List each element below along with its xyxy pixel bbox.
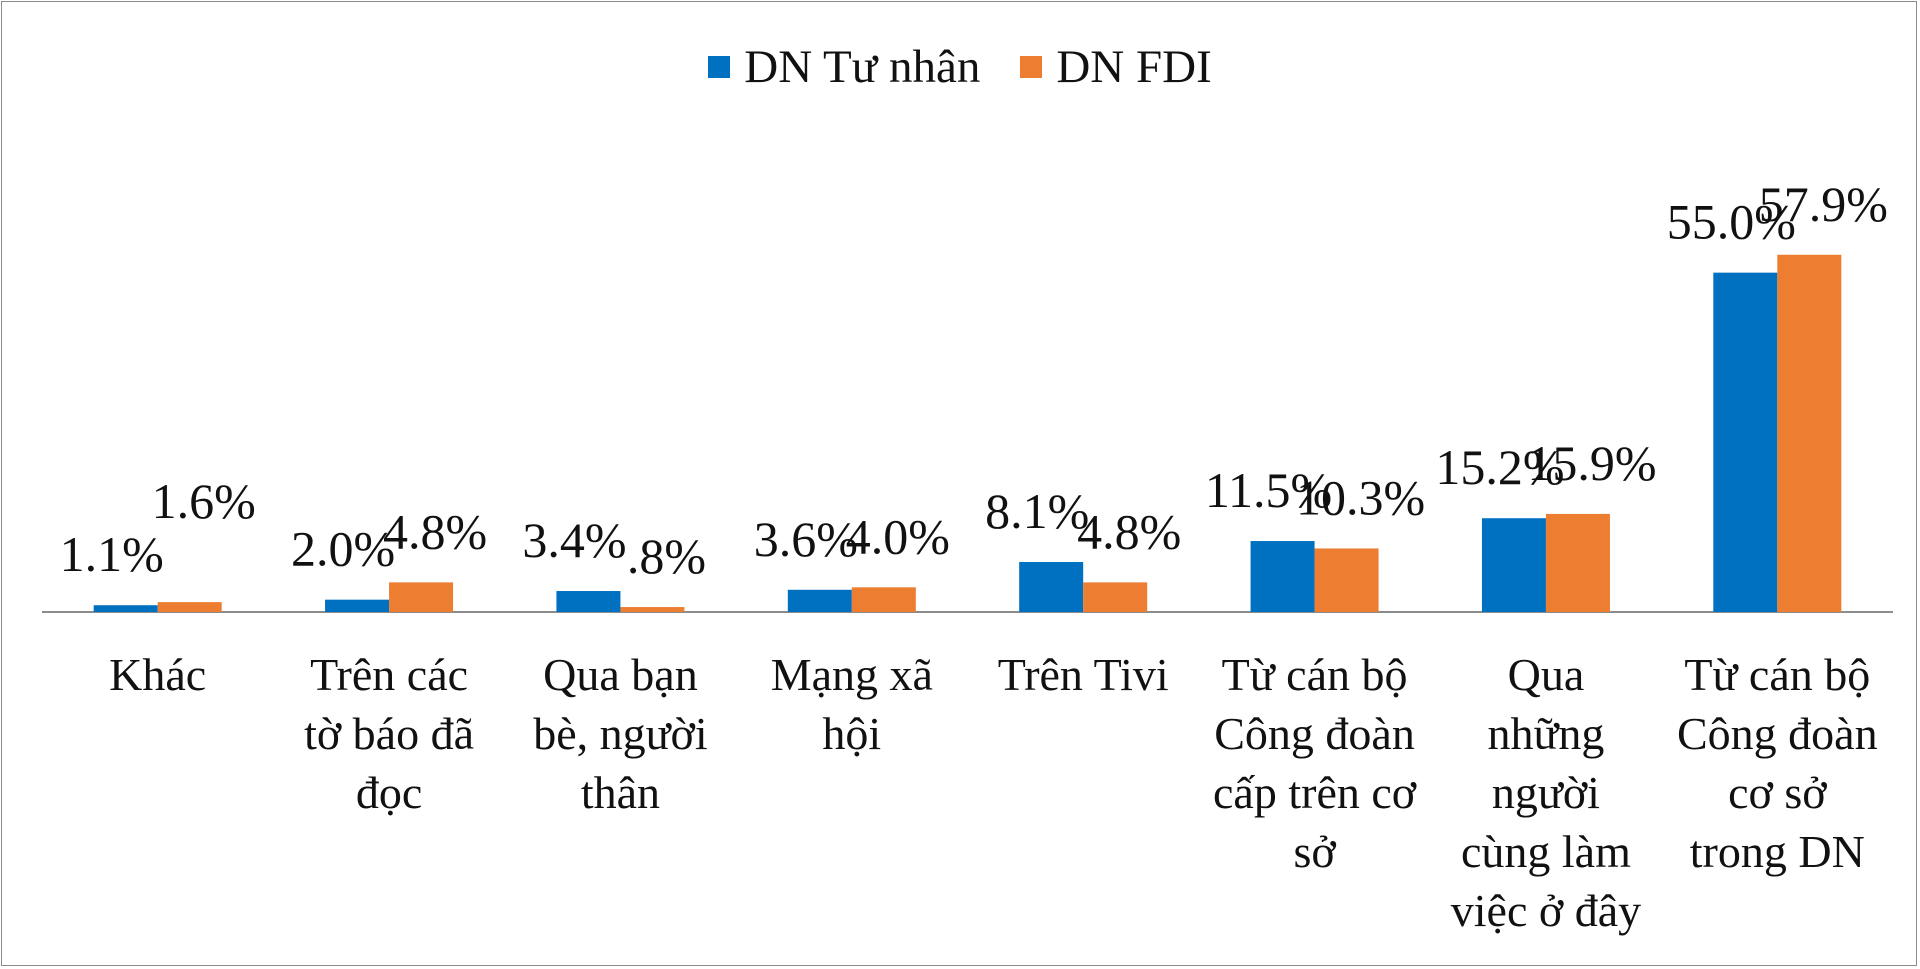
data-label-series-1-2: 3.4% (522, 512, 626, 568)
category-label-7: Từ cán bộ Công đoàn cơ sở trong DN (1677, 649, 1878, 877)
legend-item-series-2: DN FDI (1020, 40, 1212, 94)
bar-series-1-4 (1019, 562, 1084, 612)
bar-series-1-2 (556, 591, 621, 612)
data-label-series-2-7: 57.9% (1759, 176, 1888, 232)
data-label-series-2-4: 4.8% (1077, 503, 1181, 559)
bar-series-1-6 (1481, 518, 1546, 612)
legend-label-series-1: DN Tư nhân (744, 41, 981, 93)
bar-series-1-0 (93, 605, 158, 612)
legend-label-series-2: DN FDI (1056, 41, 1212, 93)
data-label-series-1-5: 11.5% (1205, 462, 1332, 518)
legend-swatch-series-1 (708, 56, 731, 78)
category-label-1: Trên các tờ báo đã đọc (304, 649, 474, 818)
data-label-series-2-0: 1.6% (152, 473, 256, 529)
category-label-0: Khác (109, 649, 206, 700)
bar-series-2-2 (620, 607, 685, 612)
bar-series-2-4 (1083, 582, 1148, 612)
bar-series-2-7 (1777, 254, 1842, 612)
bar-series-1-5 (1250, 541, 1315, 612)
bar-series-2-3 (851, 587, 916, 612)
bar-series-1-7 (1713, 272, 1778, 612)
bar-series-1-3 (787, 589, 852, 612)
category-label-3: Mạng xã hội (771, 649, 933, 759)
data-label-series-1-3: 3.6% (754, 511, 858, 567)
data-label-series-1-7: 55.0% (1667, 194, 1796, 250)
category-label-2: Qua bạn bè, người thân (533, 649, 707, 818)
data-label-series-1-4: 8.1% (985, 483, 1089, 539)
bar-series-2-1 (389, 582, 454, 612)
data-label-series-2-3: 4.0% (846, 508, 950, 564)
data-label-series-2-5: 10.3% (1296, 469, 1425, 525)
chart-legend: DN Tư nhân DN FDI (0, 40, 1920, 94)
data-label-series-1-6: 15.2% (1435, 439, 1564, 495)
category-label-6: Qua những người cùng làm việc ở đây (1451, 649, 1641, 936)
data-label-series-2-6: 15.9% (1527, 435, 1656, 491)
legend-swatch-series-2 (1020, 56, 1043, 78)
legend-item-series-1: DN Tư nhân (708, 40, 980, 94)
data-label-series-1-0: 1.1% (60, 526, 164, 582)
data-label-series-1-1: 2.0% (291, 521, 395, 577)
bar-series-2-6 (1545, 513, 1610, 612)
bar-series-1-1 (325, 599, 390, 612)
category-label-5: Từ cán bộ Công đoàn cấp trên cơ sở (1213, 649, 1417, 877)
bar-series-2-0 (157, 602, 222, 612)
bar-series-2-5 (1314, 548, 1379, 612)
data-label-series-2-2: .8% (627, 528, 706, 584)
category-label-4: Trên Tivi (998, 649, 1169, 700)
data-label-series-2-1: 4.8% (383, 503, 487, 559)
